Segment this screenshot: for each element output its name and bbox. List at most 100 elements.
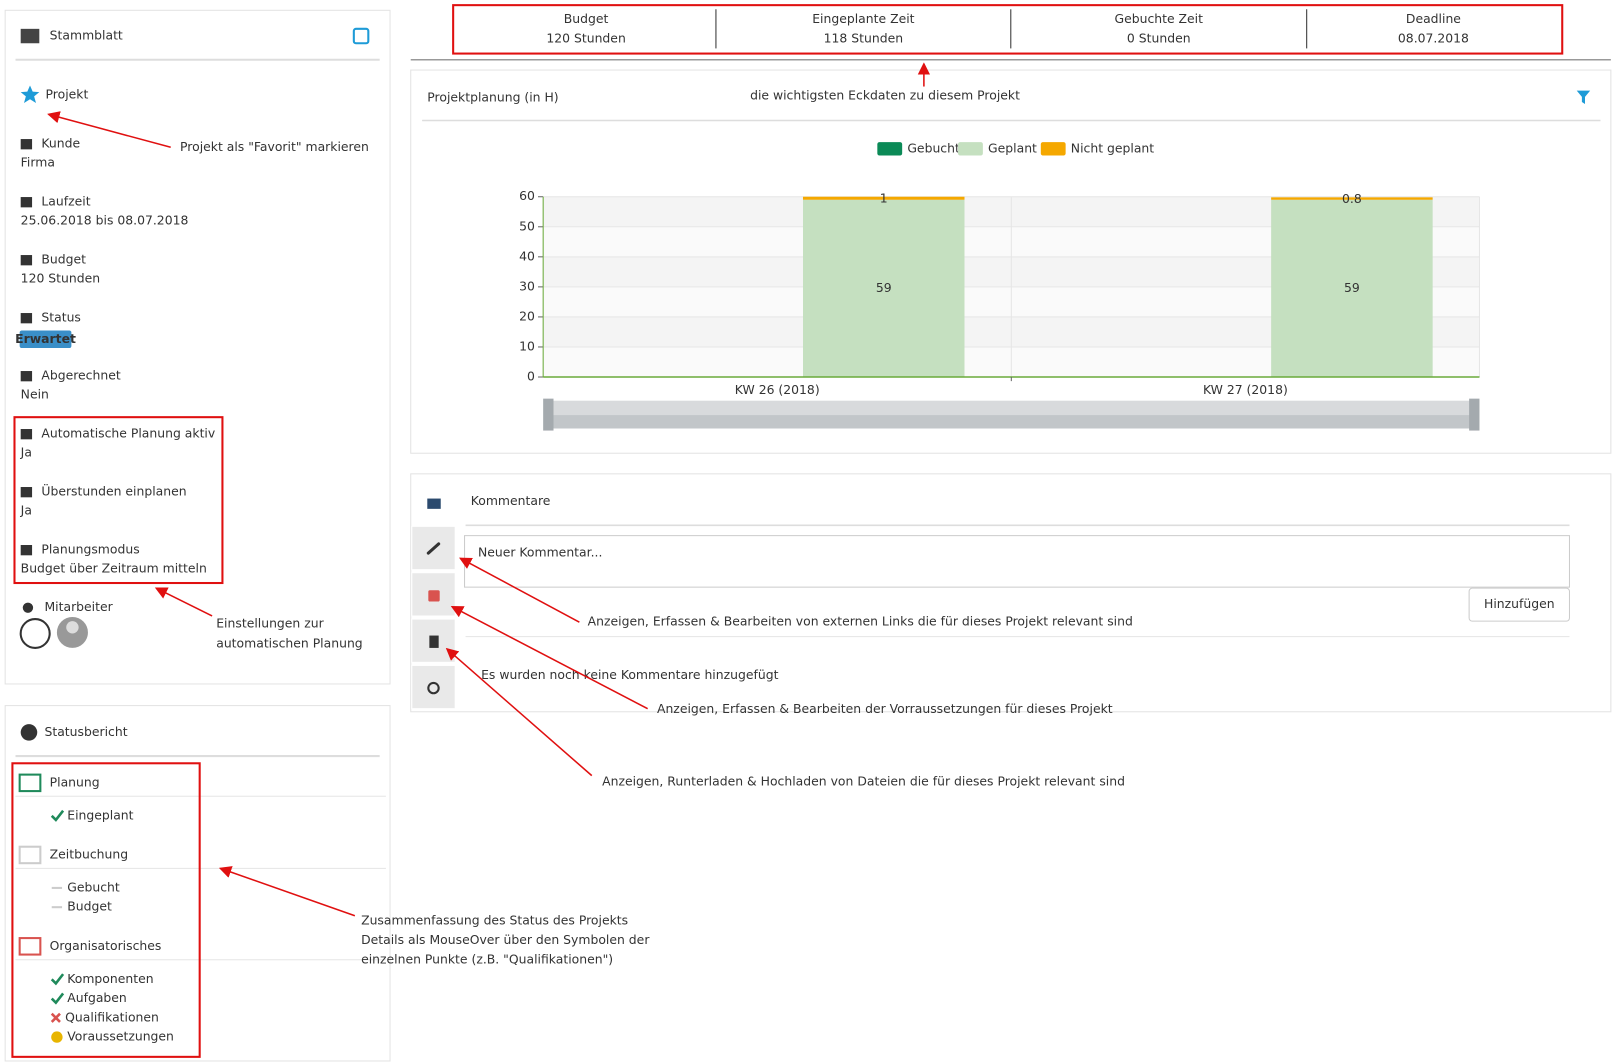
status-item: Budget	[67, 900, 112, 914]
annotation-arrow	[445, 647, 593, 777]
project-link[interactable]: Projekt	[46, 87, 89, 101]
data-label: 59	[876, 281, 892, 295]
field-label: Status	[41, 311, 81, 325]
legend-swatch	[1040, 142, 1066, 156]
add-button-label[interactable]: Hinzufügen	[1484, 597, 1555, 611]
bar-segment	[1271, 197, 1433, 200]
status-ok	[50, 973, 65, 986]
annotation-arrow	[459, 557, 580, 623]
field-icon	[20, 139, 33, 150]
status-badge	[19, 330, 72, 349]
y-tick-label: 30	[519, 279, 535, 293]
field-label: Budget	[41, 253, 86, 267]
field-value: Ja	[20, 504, 32, 518]
annotation-text: Details als MouseOver über den Symbolen …	[361, 933, 650, 947]
field-label: Überstunden einplanen	[41, 483, 186, 499]
team-icon	[22, 602, 34, 613]
status-ok	[50, 809, 65, 822]
kpi-value: 0 Stunden	[1127, 32, 1191, 46]
icon-check-circle	[20, 724, 38, 741]
icon-sitemap	[20, 28, 40, 44]
status-item: Voraussetzungen	[67, 1030, 174, 1044]
field-icon	[20, 545, 33, 556]
annotation-text: Anzeigen, Erfassen & Bearbeiten der Vorr…	[657, 702, 1113, 716]
data-label: 0.8	[1342, 192, 1362, 206]
y-tick-label: 10	[519, 339, 535, 353]
x-tick-label: KW 27 (2018)	[1203, 383, 1288, 397]
kpi-label: Gebuchte Zeit	[1114, 12, 1203, 26]
annotation-text: automatischen Planung	[216, 636, 362, 650]
field-icon	[20, 197, 33, 208]
kpi-value: 120 Stunden	[546, 32, 625, 46]
field-value: 25.06.2018 bis 08.07.2018	[21, 214, 189, 228]
bar-segment	[802, 199, 965, 378]
field-value: Nein	[21, 388, 49, 402]
sidebar-button[interactable]	[411, 664, 456, 710]
highlight-box	[11, 762, 201, 1058]
highlight-box	[452, 4, 1564, 55]
section-icon	[18, 845, 42, 865]
annotation-text: Zusammenfassung des Status des Projekts	[361, 913, 628, 927]
chart-title: Projektplanung (in H)	[427, 90, 558, 104]
field-icon	[20, 429, 33, 440]
status-ok	[50, 992, 65, 1005]
avatar-head	[66, 621, 79, 634]
section-icon	[18, 773, 42, 793]
panel-title: Statusbericht	[44, 725, 127, 739]
sidebar-icon	[427, 498, 441, 509]
y-tick-label: 50	[519, 219, 535, 233]
section-title: Organisatorisches	[50, 939, 162, 953]
annotation-text: Projekt als "Favorit" markieren	[180, 140, 369, 154]
scrollbar-handle[interactable]	[543, 398, 554, 431]
field-value: Firma	[21, 156, 55, 170]
status-item: Eingeplant	[67, 808, 133, 822]
legend-swatch	[877, 142, 903, 156]
annotation-text: Anzeigen, Runterladen & Hochladen von Da…	[602, 774, 1125, 788]
status-item: Gebucht	[67, 880, 120, 894]
sidebar-icon	[426, 542, 441, 555]
scrollbar-inner	[546, 415, 1477, 429]
field-icon	[20, 371, 33, 382]
legend-label: Gebucht	[907, 141, 960, 155]
section-title: Zeitbuchung	[50, 847, 128, 861]
field-icon	[20, 255, 33, 266]
legend-label: Geplant	[988, 141, 1037, 155]
annotation-arrow	[450, 605, 649, 710]
y-tick-label: 40	[519, 249, 535, 263]
field-label: Automatische Planung aktiv	[41, 427, 215, 441]
data-label: 59	[1344, 281, 1360, 295]
annotation-arrow	[218, 866, 356, 917]
status-error	[50, 1012, 61, 1023]
annotation-text: Anzeigen, Erfassen & Bearbeiten von exte…	[588, 615, 1133, 629]
team-label: Mitarbeiter	[44, 600, 113, 614]
filter-button[interactable]	[1576, 90, 1591, 105]
empty-message: Es wurden noch keine Kommentare hinzugef…	[481, 668, 779, 682]
y-tick-label: 60	[519, 189, 535, 203]
annotation-arrow	[47, 111, 171, 149]
sidebar-icon	[427, 681, 440, 695]
comments-title: Kommentare	[471, 494, 551, 508]
section-title: Planung	[50, 775, 100, 789]
status-item: Aufgaben	[67, 991, 127, 1005]
annotation-text: die wichtigsten Eckdaten zu diesem Proje…	[750, 88, 1020, 102]
bar-segment	[1271, 199, 1433, 378]
add-button[interactable]	[1468, 587, 1570, 622]
bar-segment	[802, 196, 965, 200]
panel	[4, 705, 391, 1062]
panel-title: Stammblatt	[50, 29, 123, 43]
annotation-text: Einstellungen zur	[216, 617, 324, 631]
annotation-arrow	[154, 587, 213, 617]
edit-button[interactable]	[352, 27, 370, 45]
field-icon	[20, 313, 33, 324]
field-label: Laufzeit	[41, 195, 90, 209]
status-item: Qualifikationen	[65, 1010, 159, 1024]
comment-input[interactable]	[464, 535, 1570, 588]
kpi-label: Deadline	[1406, 12, 1461, 26]
field-value: Ja	[20, 446, 32, 460]
scrollbar-handle[interactable]	[1469, 398, 1480, 431]
annotation-text: einzelnen Punkte (z.B. "Qualifikationen"…	[361, 953, 613, 967]
avatar	[19, 618, 51, 649]
field-label: Planungsmodus	[41, 543, 139, 557]
favorite-star[interactable]	[20, 85, 40, 104]
